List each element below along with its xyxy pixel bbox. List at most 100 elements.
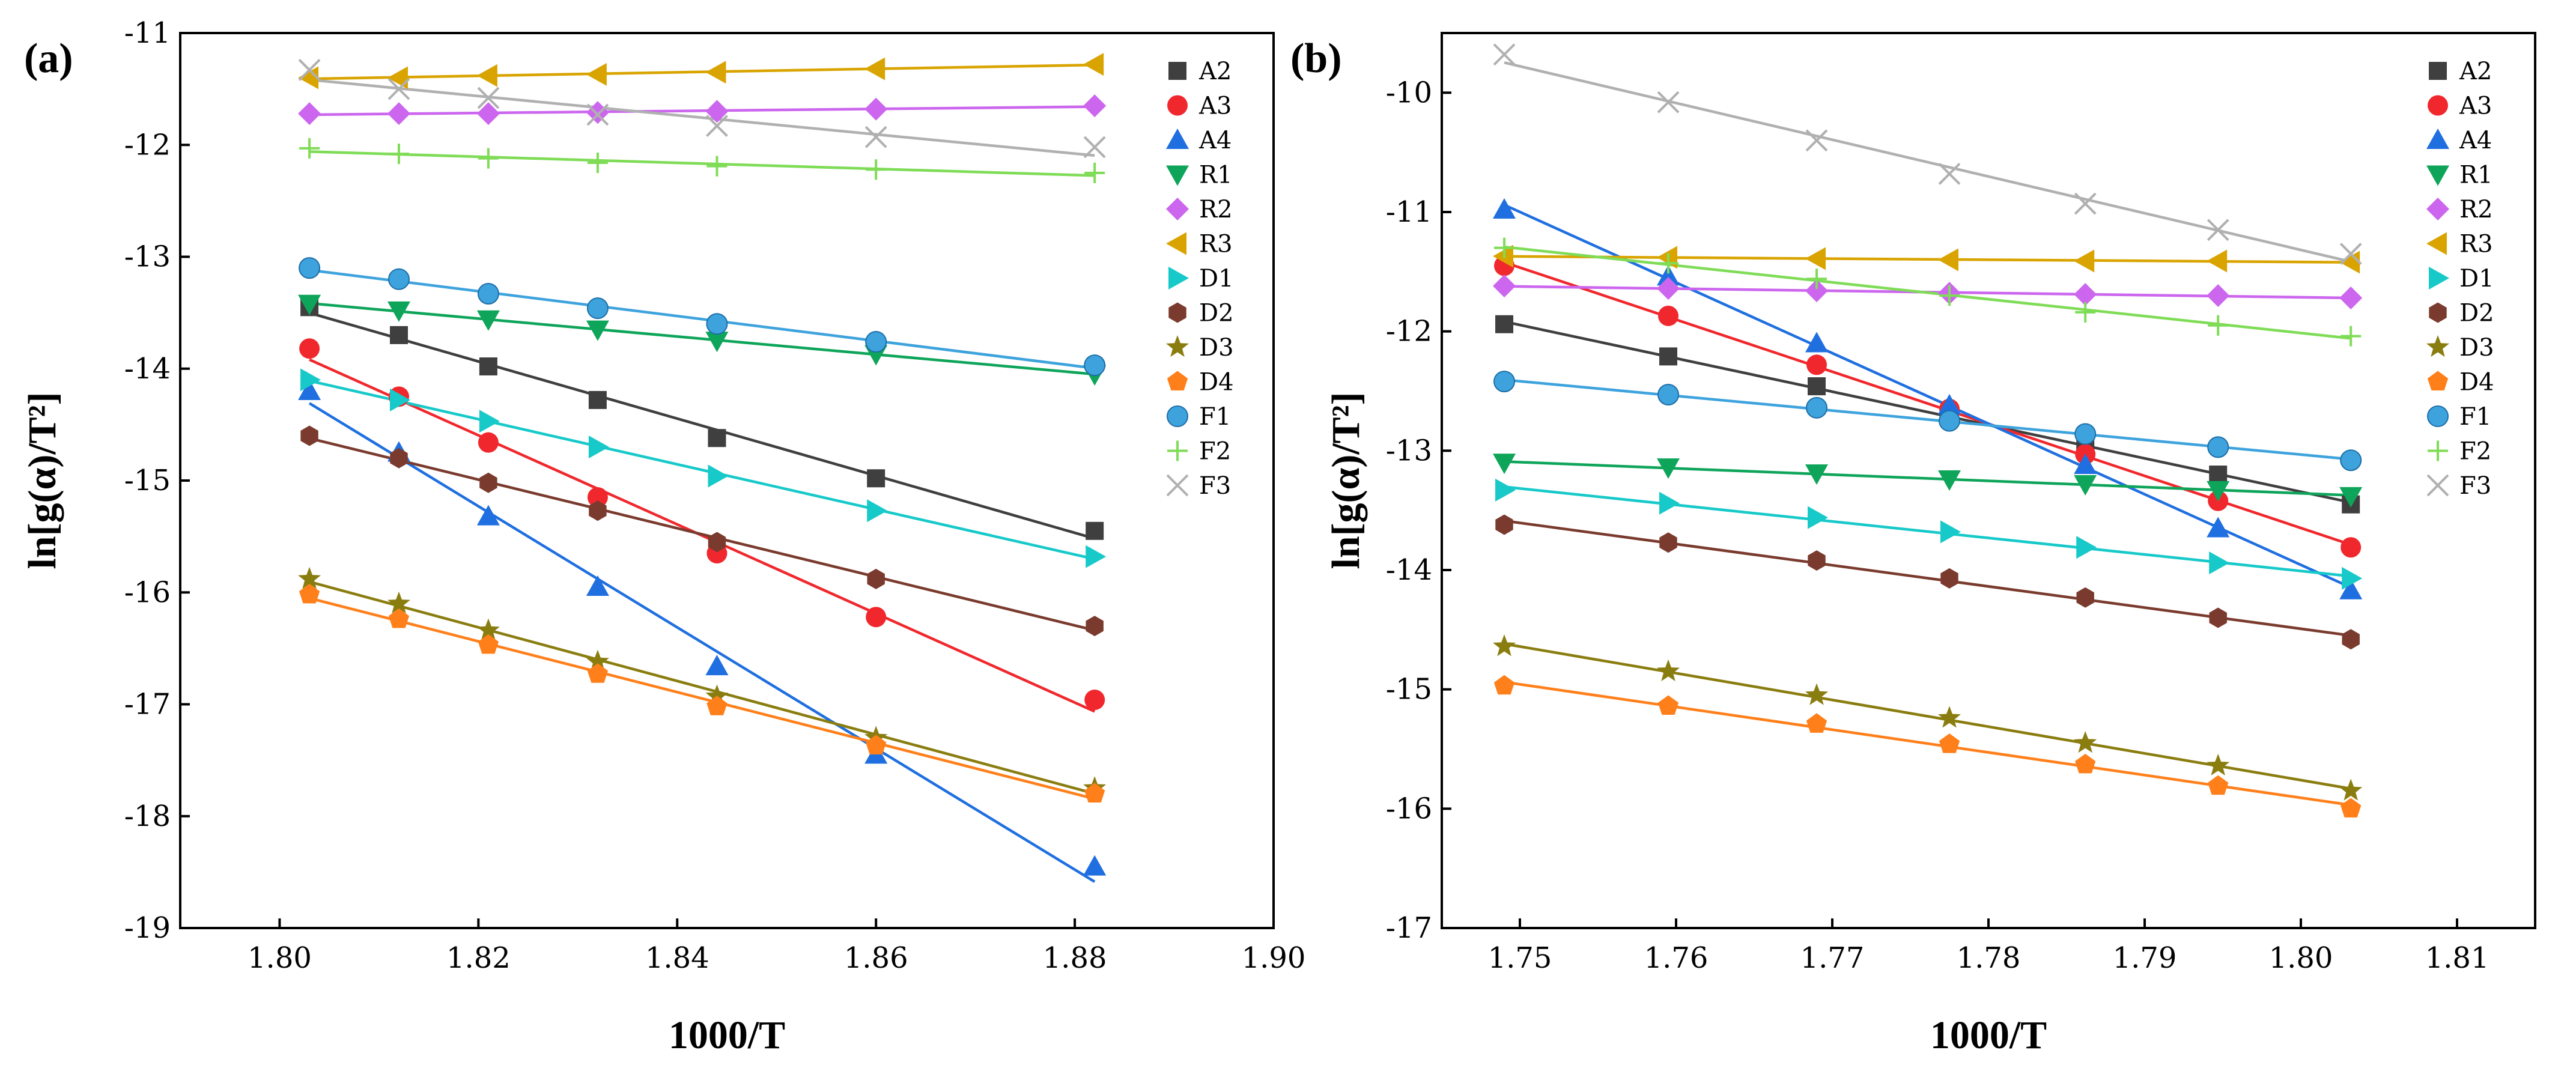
data-point-f2 xyxy=(299,138,320,159)
data-point-d3 xyxy=(387,591,411,614)
y-axis-title-b: ln[g(α)/T²] xyxy=(1324,392,1368,569)
data-point-a4 xyxy=(2207,517,2230,538)
y-tick-label: -16 xyxy=(1386,792,1432,825)
data-point-a3 xyxy=(478,432,499,453)
x-tick-label: 1.82 xyxy=(446,941,511,975)
legend-label-a2: A2 xyxy=(2459,58,2492,85)
data-point-d4 xyxy=(1657,695,1679,715)
x-tick-label: 1.77 xyxy=(1800,941,1865,975)
legend-marker-d2 xyxy=(2429,302,2447,323)
legend-marker-r3 xyxy=(2426,232,2447,255)
chart-panel-a: (a) 1000/T ln[g(α)/T²] 1.80 1.82 1.84 1.86 1… xyxy=(20,16,1305,1057)
data-point-d4 xyxy=(2341,798,2362,818)
data-point-a4 xyxy=(298,380,321,400)
data-point-a4 xyxy=(1493,198,1516,219)
x-tick-label: 1.80 xyxy=(2269,941,2333,975)
x-tick-label: 1.76 xyxy=(1644,941,1709,975)
data-point-f3 xyxy=(1083,136,1106,159)
data-point-f3 xyxy=(2339,243,2362,265)
data-point-f3 xyxy=(2074,192,2097,215)
legend-marker-r2 xyxy=(1166,198,1189,220)
fit-line-d1 xyxy=(309,379,1095,560)
data-point-r3 xyxy=(387,66,408,90)
data-point-a2 xyxy=(867,469,886,488)
legend-marker-f2 xyxy=(1167,440,1188,461)
data-point-r2 xyxy=(864,97,888,121)
data-point-f2 xyxy=(478,148,499,169)
data-point-d2 xyxy=(390,448,408,469)
data-point-d4 xyxy=(1493,675,1515,695)
y-tick-label: -14 xyxy=(1386,553,1432,587)
data-point-f1 xyxy=(1493,371,1515,393)
data-point-d1 xyxy=(708,464,729,488)
legend-marker-a4 xyxy=(1166,129,1189,149)
fit-line-d3 xyxy=(1504,642,2351,790)
data-point-r3 xyxy=(586,62,607,86)
fit-line-a4 xyxy=(308,402,1096,883)
data-point-r2 xyxy=(2074,283,2097,306)
data-point-r2 xyxy=(1083,94,1107,118)
data-point-f1 xyxy=(2207,436,2229,458)
data-point-r1 xyxy=(476,310,500,331)
data-point-f2 xyxy=(1806,269,1827,290)
data-point-f2 xyxy=(2075,302,2096,323)
data-point-f2 xyxy=(389,144,409,165)
legend-label-d2: D2 xyxy=(2459,300,2494,327)
data-point-d4 xyxy=(2075,753,2096,774)
data-point-d4 xyxy=(2208,775,2229,795)
legend-marker-r1 xyxy=(1166,165,1189,186)
data-point-a3 xyxy=(1084,690,1105,711)
data-point-d2 xyxy=(2342,629,2360,650)
legend-label-f2: F2 xyxy=(2459,438,2491,466)
data-point-f3 xyxy=(706,115,728,138)
data-point-d1 xyxy=(479,410,500,433)
data-point-a2 xyxy=(708,429,726,448)
legend-marker-d3 xyxy=(1165,335,1189,357)
legend-marker-a2 xyxy=(2429,62,2447,80)
legend-label-r3: R3 xyxy=(2459,231,2493,258)
data-point-d1 xyxy=(300,368,321,392)
legend-label-a3: A3 xyxy=(1198,93,1232,120)
data-point-d3 xyxy=(2074,731,2097,753)
ticks-a: 1.80 1.82 1.84 1.86 1.88 1.90 -19 -18 -17 -16 -15 -… xyxy=(124,16,1306,975)
panel-label-a: (a) xyxy=(24,35,73,82)
data-point-d3 xyxy=(705,684,729,706)
legend-marker-d2 xyxy=(1168,302,1186,323)
data-point-r2 xyxy=(387,102,410,126)
data-point-a3 xyxy=(299,338,320,359)
data-point-f1 xyxy=(1939,410,1960,432)
x-tick-label: 1.90 xyxy=(1242,941,1306,975)
y-tick-label: -11 xyxy=(124,16,171,50)
data-point-r2 xyxy=(1493,275,1516,298)
data-point-d4 xyxy=(1806,713,1827,733)
data-point-d3 xyxy=(298,566,321,589)
fit-line-f3 xyxy=(309,78,1095,157)
data-point-d1 xyxy=(2342,566,2363,590)
y-tick-label: -19 xyxy=(124,911,171,945)
data-point-d4 xyxy=(587,663,609,683)
data-point-r2 xyxy=(2207,284,2230,308)
legend-marker-f1 xyxy=(1167,405,1188,427)
data-point-d4 xyxy=(1939,733,1960,753)
data-point-d2 xyxy=(867,568,885,589)
fit-line-a2 xyxy=(309,311,1095,540)
data-point-d1 xyxy=(1086,545,1107,568)
data-point-r1 xyxy=(298,294,321,315)
data-point-f1 xyxy=(477,282,499,305)
data-point-d3 xyxy=(2207,753,2230,775)
legend-b: A2 A3 A4 R1 R2 R3 D1 D2 D3 D4 F1 F2 F3 xyxy=(2426,58,2494,500)
x-tick-label: 1.88 xyxy=(1043,941,1107,975)
fit-line-r1 xyxy=(309,302,1095,376)
legend-label-d3: D3 xyxy=(2459,334,2494,362)
legend-label-d1: D1 xyxy=(1199,265,1234,293)
legend-marker-a4 xyxy=(2426,129,2449,149)
legend-label-d4: D4 xyxy=(2459,369,2494,396)
data-point-r2 xyxy=(2339,287,2363,310)
legend-marker-f1 xyxy=(2427,405,2449,427)
data-point-a4 xyxy=(1938,393,1961,414)
legend-label-r1: R1 xyxy=(1199,162,1233,189)
data-point-r3 xyxy=(1938,248,1958,272)
chart-panel-b: (b) 1000/T ln[g(α)/T²] 1.75 1.76 1.77 1.78 1… xyxy=(1290,32,2536,1057)
data-point-f3 xyxy=(1493,43,1516,66)
legend-label-f3: F3 xyxy=(2459,472,2491,500)
